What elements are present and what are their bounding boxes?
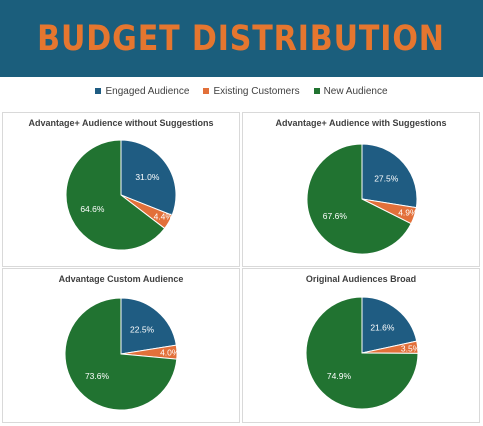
chart-panel-2: Advantage+ Audience with Suggestions 27.… — [242, 112, 480, 267]
legend-label-existing: Existing Customers — [213, 85, 300, 97]
slice-new-audience — [65, 139, 166, 251]
slice-new-audience — [305, 296, 419, 410]
label-existing-customers: 3.5% — [401, 343, 421, 353]
legend-item-existing: Existing Customers — [203, 85, 300, 97]
pie-chart: 31.0% 4.4% 64.6% — [65, 139, 177, 251]
legend-label-engaged: Engaged Audience — [105, 85, 190, 97]
chart-panel-4: Original Audiences Broad 21.6% 3.5% 74.9% — [242, 268, 480, 423]
slice-new-audience — [64, 297, 178, 411]
chart-legend: Engaged Audience Existing Customers New … — [0, 83, 483, 99]
legend-item-engaged: Engaged Audience — [95, 86, 189, 97]
title-banner: BUDGET DISTRIBUTION — [0, 0, 483, 77]
chart-panel-1: Advantage+ Audience without Suggestions … — [2, 112, 240, 267]
label-new-audience: 64.6% — [80, 204, 105, 214]
label-new-audience: 67.6% — [323, 211, 348, 221]
legend-swatch-existing — [203, 88, 210, 94]
label-engaged-audience: 31.0% — [135, 172, 160, 182]
slice-new-audience — [306, 143, 412, 255]
legend-label-new: New Audience — [323, 85, 388, 97]
label-engaged-audience: 21.6% — [370, 323, 395, 333]
legend-swatch-engaged — [95, 88, 102, 94]
slice-engaged-audience — [361, 143, 418, 209]
label-engaged-audience: 27.5% — [374, 173, 399, 183]
pie-chart: 27.5% 4.9% 67.6% — [306, 143, 418, 255]
label-existing-customers: 4.0% — [160, 348, 180, 358]
slice-engaged-audience — [361, 296, 418, 354]
legend-swatch-new — [313, 88, 320, 94]
chart-title: Advantage+ Audience without Suggestions — [28, 118, 214, 128]
chart-title: Advantage+ Audience with Suggestions — [275, 118, 447, 128]
pie-chart: 21.6% 3.5% 74.9% — [305, 296, 421, 410]
chart-title: Original Audiences Broad — [305, 274, 417, 284]
label-new-audience: 73.6% — [85, 371, 110, 381]
pie-chart: 22.5% 4.0% 73.6% — [64, 297, 180, 411]
legend-item-new: New Audience — [313, 85, 388, 97]
label-new-audience: 74.9% — [327, 371, 352, 381]
label-engaged-audience: 22.5% — [130, 324, 155, 334]
slice-engaged-audience — [120, 139, 177, 216]
chart-title: Advantage Custom Audience — [58, 274, 184, 284]
page-title: BUDGET DISTRIBUTION — [37, 18, 446, 59]
chart-panel-3: Advantage Custom Audience 22.5% 4.0% 73.6% — [2, 268, 240, 423]
label-existing-customers: 4.4% — [154, 212, 174, 222]
label-existing-customers: 4.9% — [398, 207, 418, 217]
slice-engaged-audience — [120, 297, 177, 355]
